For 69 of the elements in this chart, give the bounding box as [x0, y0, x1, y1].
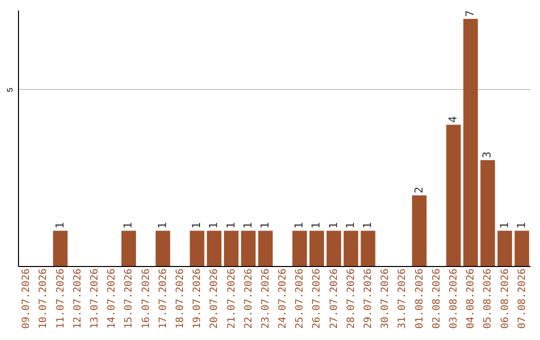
x-tick-label: 19.07.2026: [192, 268, 204, 329]
bar: [498, 230, 512, 266]
data-label: 1: [344, 222, 357, 229]
bar: [190, 230, 204, 266]
x-tick-label: 29.07.2026: [363, 268, 374, 329]
data-label: 1: [310, 222, 323, 229]
data-label: 1: [361, 222, 374, 229]
data-label: 3: [480, 151, 494, 158]
x-tick-label: 05.08.2026: [482, 268, 494, 329]
data-label: 1: [241, 222, 254, 229]
bar: [463, 18, 478, 266]
bar: [156, 230, 170, 266]
bar: [292, 230, 307, 266]
x-tick-label: 31.07.2026: [397, 268, 408, 329]
x-tick-label: 30.07.2026: [380, 268, 392, 329]
data-label: 1: [292, 222, 306, 229]
x-tick-label: 28.07.2026: [346, 268, 357, 329]
data-label: 1: [207, 222, 220, 229]
x-tick-label: 14.07.2026: [106, 268, 118, 329]
x-tick-label: 16.07.2026: [140, 268, 152, 329]
x-tick-label: 12.07.2026: [72, 268, 84, 329]
x-tick-label: 13.07.2026: [90, 268, 100, 329]
data-label: 1: [224, 222, 238, 229]
bar: [480, 160, 495, 266]
x-tick-label: 01.08.2026: [414, 268, 426, 329]
bar: [258, 230, 273, 266]
bar: [309, 230, 324, 266]
x-tick-label: 23.07.2026: [260, 268, 272, 329]
bar: [446, 124, 461, 266]
data-label: 1: [190, 222, 204, 229]
x-tick-label: 17.07.2026: [158, 268, 169, 329]
data-label: 1: [258, 222, 272, 229]
bar: [206, 230, 222, 266]
data-label: 2: [412, 186, 426, 194]
x-tick-label: 15.07.2026: [124, 268, 135, 329]
data-label: 7: [464, 10, 477, 17]
x-tick-label: 24.07.2026: [278, 268, 289, 329]
bar: [326, 230, 342, 266]
x-tick-label: 06.08.2026: [500, 268, 511, 329]
data-label: 1: [514, 222, 528, 229]
x-tick-label: 02.08.2026: [431, 268, 442, 329]
x-tick-label: 10.07.2026: [38, 268, 50, 329]
x-tick-label: 25.07.2026: [294, 268, 306, 329]
data-label: 1: [498, 222, 511, 229]
bar: [344, 230, 358, 266]
y-tick-label: 5: [6, 87, 14, 92]
x-tick-label: 22.07.2026: [243, 268, 254, 329]
x-tick-label: 20.07.2026: [209, 268, 220, 329]
data-label: 1: [122, 222, 135, 229]
x-tick-label: 04.08.2026: [466, 268, 477, 329]
bar: [360, 230, 376, 266]
x-tick-label: 18.07.2026: [174, 268, 186, 329]
x-tick-label: 09.07.2026: [21, 268, 32, 329]
bar: [412, 195, 427, 266]
x-tick-label: 11.07.2026: [55, 268, 66, 329]
bar: [241, 230, 256, 266]
x-tick-label: 21.07.2026: [226, 268, 238, 329]
data-label: 1: [326, 222, 340, 229]
bar: [224, 230, 239, 266]
x-tick-label: 27.07.2026: [328, 268, 340, 329]
bar: [514, 230, 530, 266]
x-tick-label: 07.08.2026: [516, 268, 528, 329]
x-tick-label: 26.07.2026: [312, 268, 323, 329]
bar: [53, 230, 68, 266]
x-tick-label: 03.08.2026: [448, 268, 460, 329]
data-label: 4: [446, 116, 460, 123]
data-label: 1: [156, 222, 169, 229]
data-label: 1: [53, 222, 66, 229]
bar: [121, 230, 136, 266]
